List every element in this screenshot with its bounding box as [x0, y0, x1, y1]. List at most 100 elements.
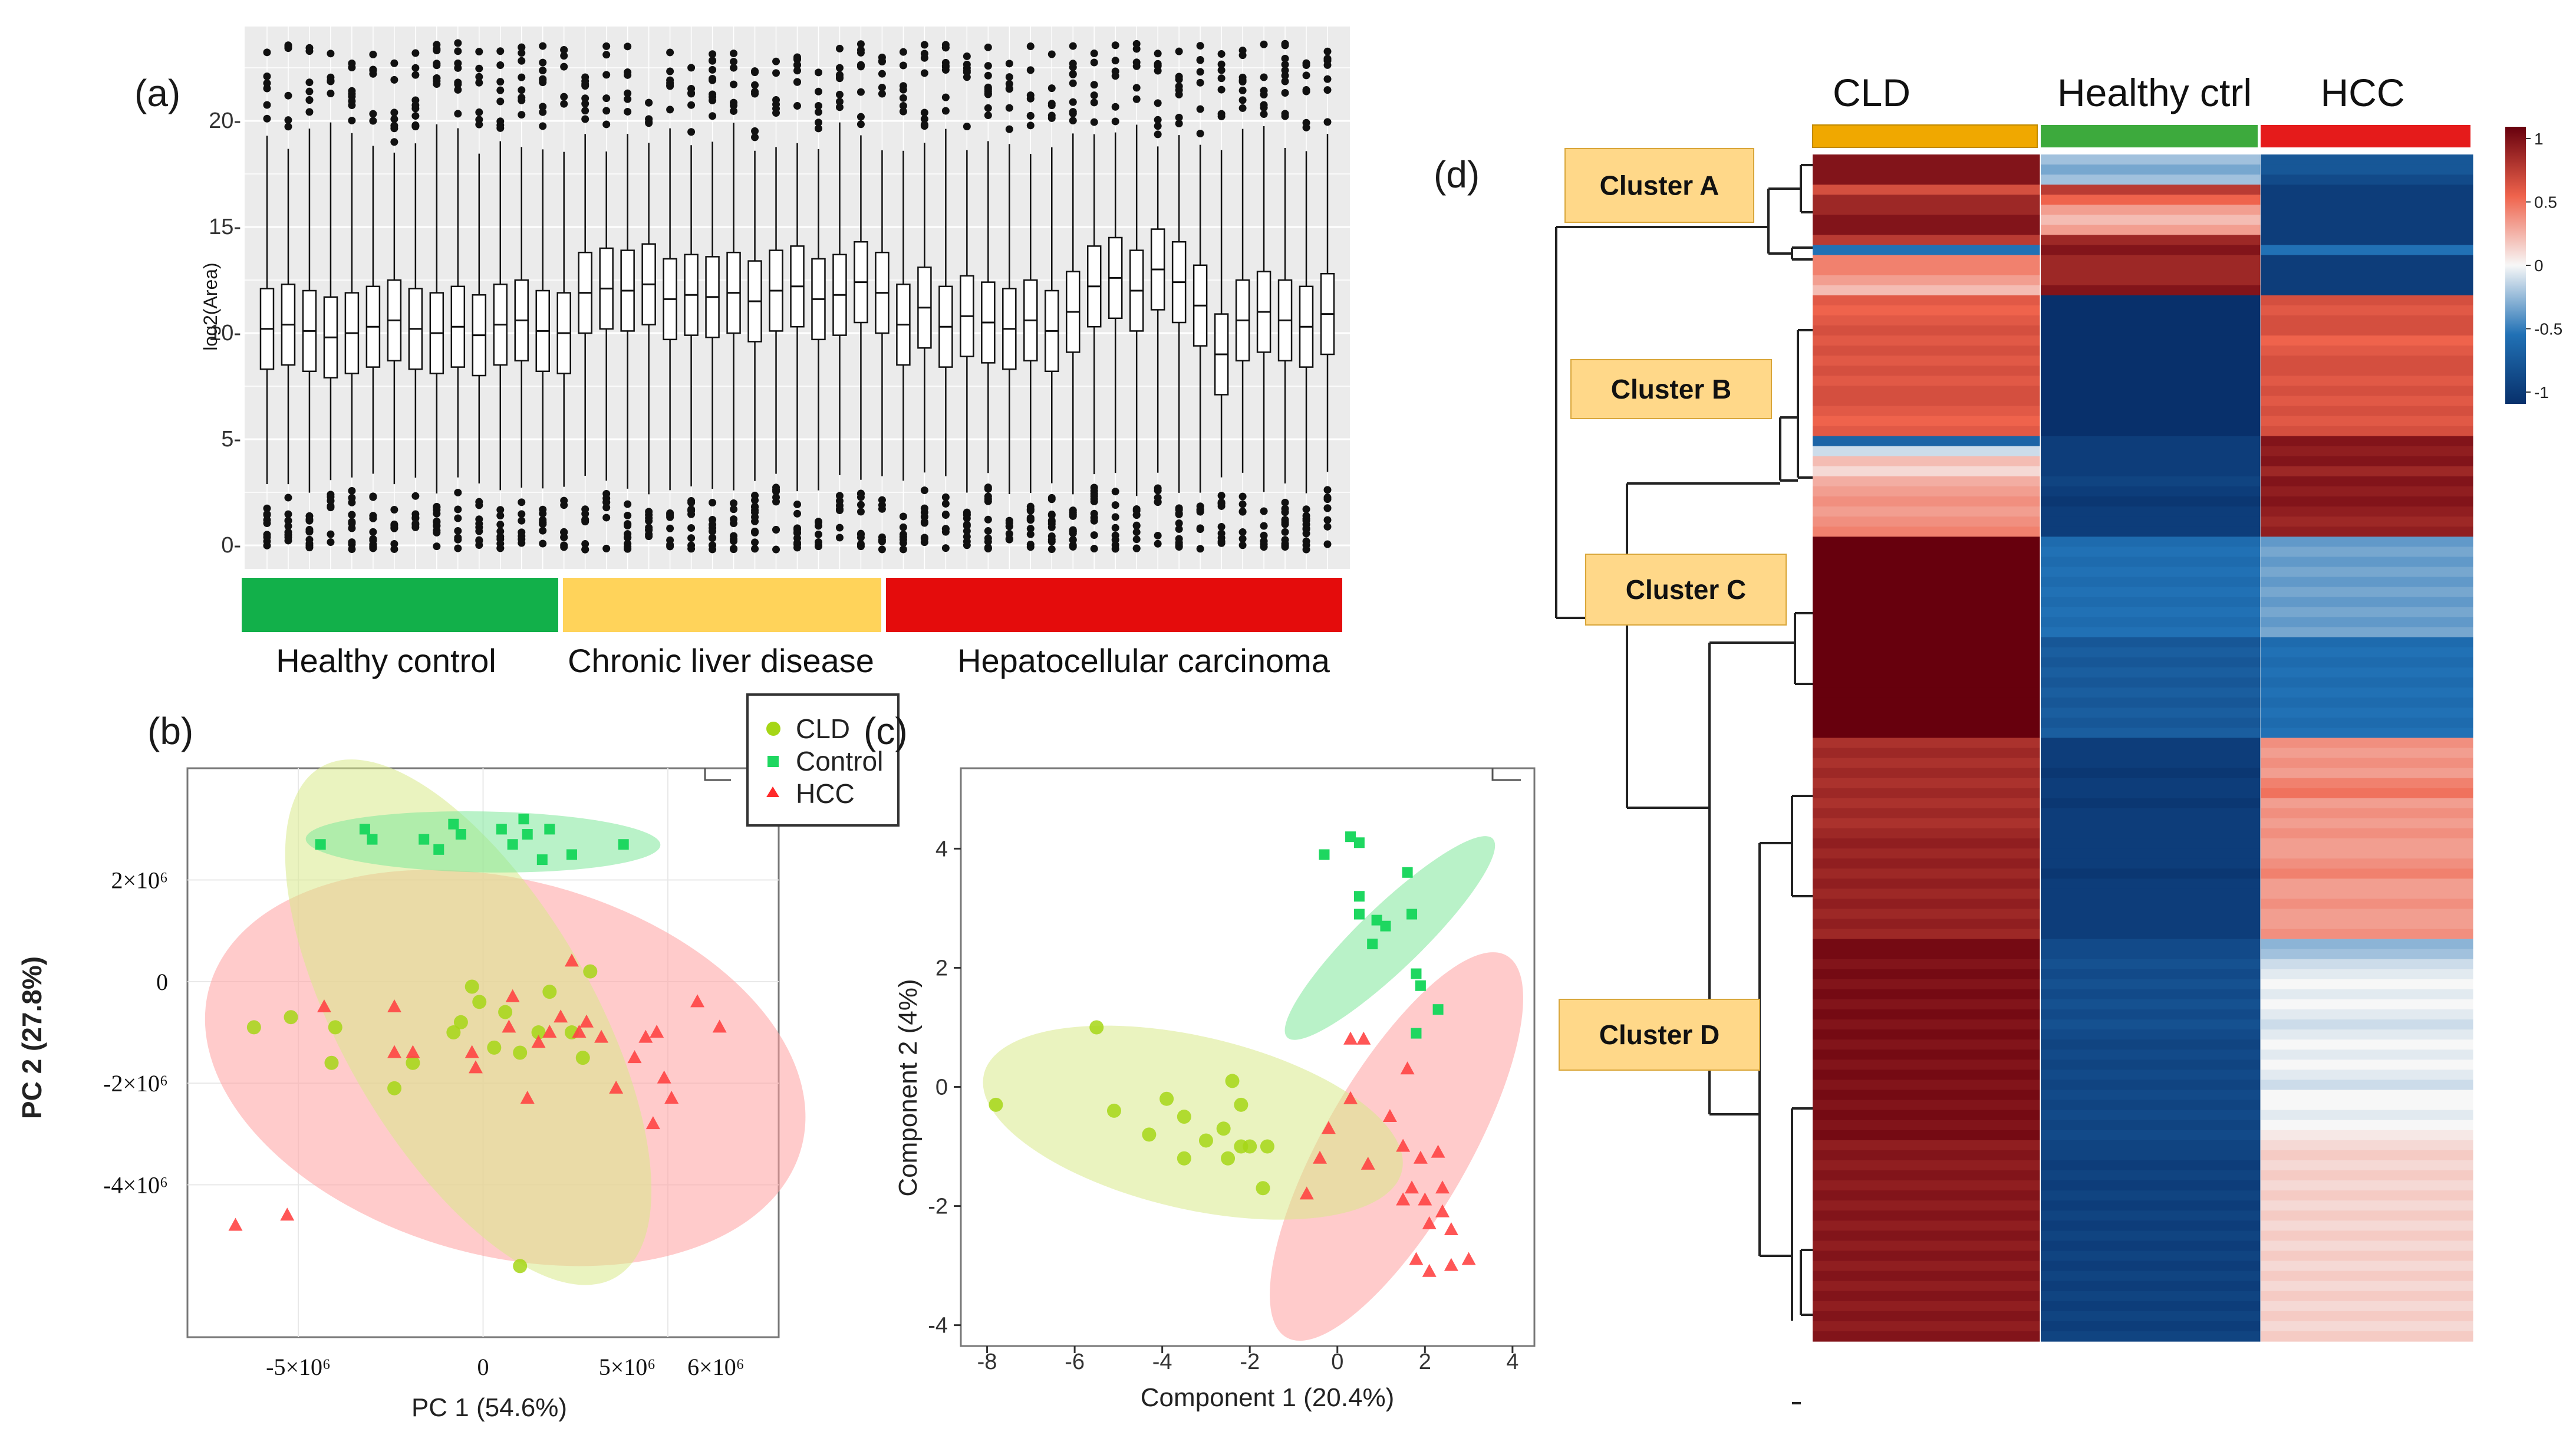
panel-a-outlier	[1047, 511, 1056, 519]
panel-a-box	[896, 48, 911, 554]
panel-a-outlier	[941, 499, 950, 508]
panel-a-outlier	[369, 528, 377, 536]
panel-a-outlier	[793, 102, 801, 110]
panel-a-outlier	[1323, 522, 1332, 531]
panel-a-outlier	[518, 516, 526, 525]
heatmap-cell	[2261, 1130, 2473, 1141]
panel-a-outlier	[645, 526, 653, 534]
panel-a-outlier	[793, 53, 801, 61]
panel-a-outlier	[411, 71, 420, 79]
heatmap-cell	[1813, 215, 2040, 226]
panel-a-outlier	[433, 47, 441, 55]
heatmap-cell	[2041, 1331, 2261, 1342]
panel-a-outlier	[560, 100, 568, 108]
heatmap-cell	[1813, 718, 2040, 728]
panel-c-y-axis-title: Component 2 (4%)	[894, 979, 923, 1196]
heatmap-cell	[2041, 1029, 2261, 1040]
heatmap-cell	[2041, 1200, 2261, 1211]
heatmap-cell	[1813, 1190, 2040, 1201]
panel-a-outlier	[1090, 497, 1098, 505]
panel-c-point-control	[1353, 837, 1365, 848]
panel-a-outlier	[1132, 511, 1141, 519]
panel-a-outlier	[581, 518, 589, 526]
panel-a-outlier	[1281, 528, 1289, 536]
panel-a-outlier	[687, 524, 696, 532]
heatmap-cell	[2041, 265, 2261, 276]
heatmap-cell	[2041, 1170, 2261, 1181]
panel-a-outlier	[581, 540, 589, 548]
panel-a-outlier	[1281, 518, 1289, 527]
panel-a-outlier	[1005, 519, 1013, 527]
panel-a-box	[1065, 42, 1081, 551]
panel-b-point-cld	[531, 1025, 546, 1040]
panel-a-outlier	[1005, 125, 1013, 133]
panel-a-outlier	[899, 512, 907, 521]
heatmap-cell	[2041, 1070, 2261, 1081]
panel-a-outlier	[772, 498, 780, 506]
panel-a-outlier	[1196, 42, 1204, 50]
heatmap-cell	[2261, 446, 2473, 457]
panel-a-outlier	[899, 85, 907, 94]
panel-b-point-control	[315, 839, 326, 850]
heatmap-cell	[1813, 617, 2040, 628]
panel-c-point-hcc	[1422, 1216, 1437, 1229]
panel-c-point-hcc	[1361, 1156, 1375, 1170]
panel-a-outlier	[518, 510, 526, 518]
panel-b-point-cld	[513, 1259, 528, 1274]
heatmap-cell	[2261, 687, 2473, 698]
panel-a-outlier	[581, 100, 589, 108]
heatmap-cell	[1813, 1220, 2040, 1231]
panel-a-outlier	[878, 57, 886, 65]
heatmap-cell	[1813, 637, 2040, 648]
heatmap-cell	[1813, 647, 2040, 658]
heatmap-cell	[1813, 567, 2040, 578]
heatmap-cell	[1813, 919, 2040, 930]
panel-a-outlier	[539, 527, 547, 535]
panel-a-outlier	[624, 500, 632, 508]
panel-a-outlier	[263, 537, 271, 545]
heatmap-cell	[2041, 1240, 2261, 1252]
panel-a-outlier	[327, 530, 335, 538]
heatmap-cell	[2261, 175, 2473, 185]
panel-a-outlier	[1111, 41, 1119, 50]
panel-a-outlier	[857, 40, 865, 48]
panel-a-outlier	[411, 101, 420, 110]
panel-a-outlier	[1281, 66, 1289, 74]
panel-a-box	[663, 48, 677, 551]
panel-a-outlier	[1026, 111, 1035, 120]
heatmap-cell	[2041, 496, 2261, 507]
panel-a-outlier	[1132, 95, 1141, 103]
panel-a-outlier	[920, 108, 928, 117]
panel-a-outlier	[1132, 84, 1141, 92]
panel-a-outlier	[624, 511, 632, 519]
panel-c-y-tick-label: -4	[928, 1314, 948, 1338]
panel-a-outlier	[433, 542, 441, 551]
panel-b-y-tick-label: 2×10⁶	[111, 867, 168, 894]
panel-c-point-hcc	[1431, 1144, 1445, 1158]
heatmap-cell	[1813, 828, 2040, 839]
heatmap-cell	[1813, 456, 2040, 467]
panel-a-outlier	[878, 545, 886, 554]
panel-a-outlier	[941, 44, 950, 52]
panel-b-point-cld	[575, 1051, 590, 1065]
heatmap-cell	[2041, 627, 2261, 638]
panel-a-outlier	[1005, 60, 1013, 68]
panel-a-outlier	[305, 544, 314, 552]
panel-a-outlier	[984, 497, 992, 505]
panel-a-outlier	[305, 527, 314, 535]
heatmap-cell	[2261, 366, 2473, 376]
panel-a-outlier	[666, 67, 674, 75]
heatmap-cell	[1813, 1140, 2040, 1151]
panel-a-outlier	[793, 500, 801, 508]
panel-a-outlier	[793, 61, 801, 69]
panel-a-outlier	[1111, 501, 1119, 509]
panel-a-outlier	[581, 107, 589, 115]
heatmap-cell	[2261, 1180, 2473, 1191]
panel-a-outlier	[730, 505, 738, 514]
panel-c-x-tick-label: -2	[1240, 1350, 1260, 1374]
panel-c-point-cld	[1225, 1074, 1240, 1088]
heatmap-cell	[2041, 1039, 2261, 1050]
panel-a-outlier	[772, 526, 780, 534]
heatmap-cell	[1813, 1009, 2040, 1020]
